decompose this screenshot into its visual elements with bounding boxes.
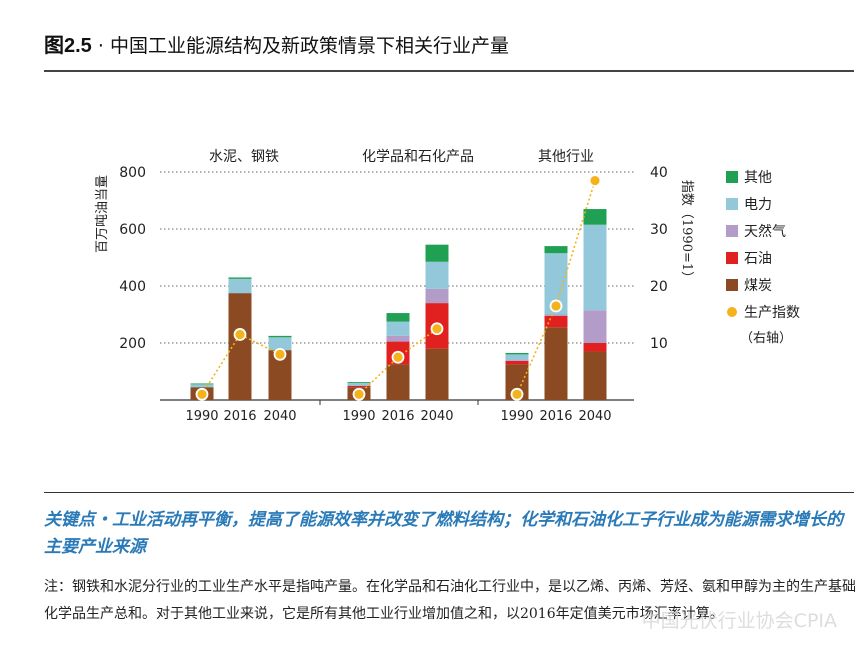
category-label: 2016 bbox=[381, 409, 414, 424]
right-tick-label: 40 bbox=[650, 165, 668, 181]
category-label: 2040 bbox=[420, 409, 453, 424]
bar-segment bbox=[544, 315, 568, 328]
bar-segment bbox=[268, 335, 292, 338]
bar-segment bbox=[425, 288, 449, 304]
legend-label: 天然气 bbox=[744, 223, 786, 240]
legend-label: 电力 bbox=[744, 197, 772, 213]
category-label: 2016 bbox=[223, 409, 256, 424]
bar-segment bbox=[190, 383, 214, 385]
bar-segment bbox=[544, 314, 568, 316]
bar-segment bbox=[347, 382, 371, 386]
bar-segment bbox=[347, 382, 371, 383]
category-label: 1990 bbox=[342, 409, 375, 424]
index-line bbox=[516, 180, 596, 395]
index-point bbox=[195, 387, 209, 401]
bar-segment bbox=[583, 351, 607, 400]
legend-label: 石油 bbox=[744, 251, 772, 267]
right-axis-label: 指数（1990=1） bbox=[679, 180, 694, 284]
left-tick-label: 400 bbox=[119, 279, 146, 295]
right-tick-label: 20 bbox=[650, 279, 668, 295]
category-label: 2016 bbox=[539, 409, 572, 424]
category-label: 1990 bbox=[500, 409, 533, 424]
index-point bbox=[549, 299, 563, 313]
category-label: 1990 bbox=[185, 409, 218, 424]
legend-swatch bbox=[726, 225, 738, 237]
legend-swatch bbox=[726, 171, 738, 183]
index-point bbox=[233, 328, 247, 341]
left-tick-label: 600 bbox=[119, 222, 146, 238]
category-label: 2040 bbox=[578, 409, 611, 424]
bar-segment bbox=[228, 293, 252, 400]
bar-segment bbox=[228, 277, 252, 279]
panel-title: 水泥、钢铁 bbox=[209, 149, 279, 165]
legend-label: 生产指数 bbox=[744, 305, 800, 321]
top-rule bbox=[44, 70, 854, 72]
index-point bbox=[430, 322, 444, 336]
legend-index-marker bbox=[727, 307, 737, 317]
bar-segment bbox=[268, 337, 292, 351]
bar-segment bbox=[505, 360, 529, 361]
right-tick-label: 10 bbox=[650, 336, 668, 352]
bar-segment bbox=[386, 321, 410, 336]
bar-segment bbox=[425, 244, 449, 262]
chart: 200 400 600 800 10 20 30 40 百万吨油当量 指数（1990=1） 水泥、钢… bbox=[95, 149, 800, 424]
bar-segment bbox=[386, 364, 410, 400]
legend-label: 煤炭 bbox=[744, 278, 772, 294]
bar-segment bbox=[505, 354, 529, 361]
left-tick-label: 200 bbox=[119, 336, 146, 352]
legend-label-suffix: （右轴） bbox=[740, 331, 792, 346]
bar-segment bbox=[505, 364, 529, 400]
bottom-rule bbox=[44, 492, 854, 493]
figure-separator: · bbox=[97, 35, 104, 57]
bar-segment bbox=[505, 360, 529, 365]
bar-segment bbox=[347, 385, 371, 388]
bar-segment bbox=[425, 261, 449, 289]
category-label: 2040 bbox=[263, 409, 296, 424]
bar-segment bbox=[583, 343, 607, 352]
panel-title: 其他行业 bbox=[538, 149, 594, 165]
bar-segment bbox=[505, 352, 529, 355]
key-point: 关键点・工业活动再平衡，提高了能源效率并改变了燃料结构；化学和石油化工子行业成为… bbox=[44, 510, 843, 557]
index-point bbox=[352, 387, 366, 401]
bar-segment bbox=[386, 335, 410, 342]
bar-segment bbox=[425, 348, 449, 400]
bar-segment bbox=[544, 327, 568, 400]
note: 注：钢铁和水泥分行业的工业生产水平是指吨产量。在化学品和石油化工行业中，是以乙烯… bbox=[44, 579, 856, 622]
legend-swatch bbox=[726, 198, 738, 210]
bar-segment bbox=[386, 313, 410, 322]
bar-segment bbox=[583, 209, 607, 225]
figure-title: 图2.5 · 中国工业能源结构及新政策情景下相关行业产量 bbox=[44, 29, 509, 58]
index-line bbox=[358, 328, 438, 395]
legend-swatch bbox=[726, 279, 738, 291]
left-tick-label: 800 bbox=[119, 165, 146, 181]
bar-segment bbox=[228, 278, 252, 294]
left-axis-label: 百万吨油当量 bbox=[95, 175, 110, 253]
figure-title-text: 中国工业能源结构及新政策情景下相关行业产量 bbox=[109, 35, 509, 57]
watermark: 中国光伏行业协会CPIA bbox=[641, 610, 837, 632]
index-point bbox=[510, 387, 524, 401]
bar-segment bbox=[268, 350, 292, 400]
index-line bbox=[201, 333, 281, 395]
bar-segment bbox=[583, 224, 607, 311]
index-point bbox=[588, 174, 602, 187]
bar-segment bbox=[190, 384, 214, 388]
index-point bbox=[391, 350, 405, 364]
legend-swatch bbox=[726, 252, 738, 264]
legend-label: 其他 bbox=[744, 170, 772, 186]
bar-segment bbox=[544, 246, 568, 254]
right-tick-label: 30 bbox=[650, 222, 668, 238]
index-point bbox=[273, 347, 287, 361]
bar-segment bbox=[544, 253, 568, 315]
panel-title: 化学品和石化产品 bbox=[362, 149, 474, 165]
figure-number: 图2.5 bbox=[44, 35, 92, 57]
bar-segment bbox=[583, 310, 607, 343]
